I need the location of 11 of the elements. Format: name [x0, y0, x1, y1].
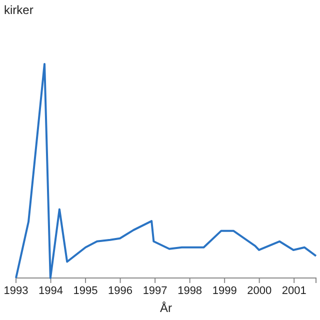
- x-tick-label: 1997: [142, 284, 168, 297]
- x-tick-label: 1998: [178, 284, 202, 297]
- x-axis-title: År: [160, 301, 172, 315]
- x-tick-label: 1993: [4, 284, 28, 297]
- x-tick-label: 1999: [212, 284, 237, 297]
- y-axis-title: kirker: [4, 3, 34, 17]
- x-tick-label: 2001: [282, 284, 306, 297]
- x-tick-label: 1994: [38, 284, 64, 297]
- x-tick-label: 1996: [108, 284, 133, 297]
- x-tick-label: 1995: [73, 284, 98, 297]
- x-tick-label: 2000: [247, 284, 272, 297]
